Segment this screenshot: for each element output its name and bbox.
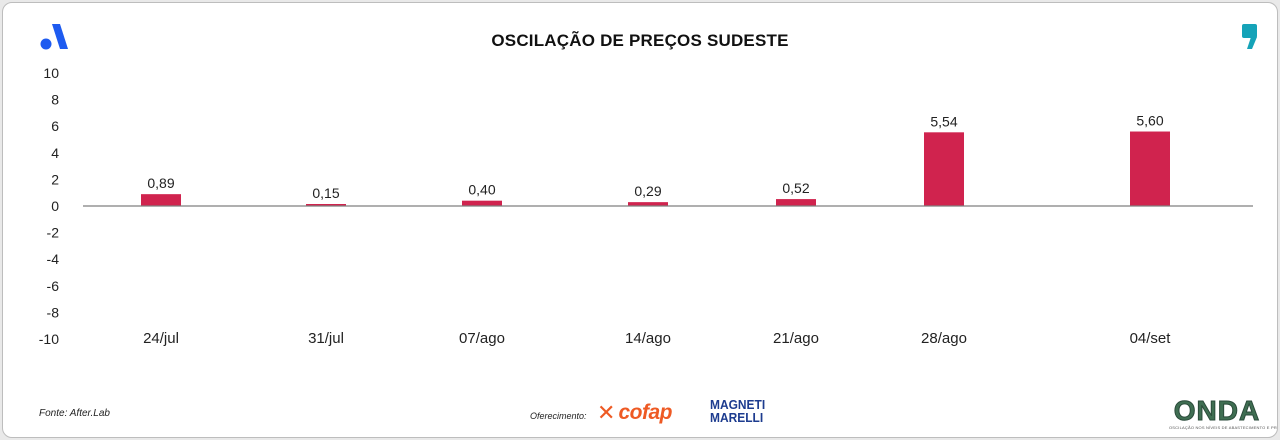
magneti-marelli-logo: MAGNETI MARELLI (710, 398, 765, 424)
bar (1130, 131, 1170, 206)
x-tick-label: 14/ago (625, 330, 671, 347)
y-tick-label: 10 (43, 65, 59, 81)
y-tick-label: -4 (47, 251, 60, 267)
comma-logo-icon (1241, 23, 1261, 56)
x-tick-label: 28/ago (921, 330, 967, 347)
brand-a-logo-icon (39, 22, 69, 57)
bar (628, 202, 668, 206)
onda-logo: ONDA OSCILAÇÃO NOS NÍVEIS DE ABASTECIMEN… (1169, 395, 1278, 430)
page-title: OSCILAÇÃO DE PREÇOS SUDESTE (491, 31, 789, 50)
y-tick-label: 0 (51, 198, 59, 214)
x-tick-label: 21/ago (773, 330, 819, 347)
x-tick-label: 31/jul (308, 330, 344, 347)
y-tick-label: 2 (51, 171, 59, 187)
y-tick-label: 8 (51, 92, 59, 108)
y-tick-label: -2 (47, 225, 60, 241)
bar (924, 132, 964, 206)
onda-tagline: OSCILAÇÃO NOS NÍVEIS DE ABASTECIMENTO E … (1169, 425, 1278, 430)
bar-chart: 10 8 6 4 2 0 -2 -4 -6 -8 -10 0,89 0,15 0,40 0,29 0,52 5,… (39, 65, 1253, 347)
x-tick-label: 24/jul (143, 330, 179, 347)
cofap-wordmark: cofap (618, 401, 672, 424)
onda-wordmark: ONDA (1173, 395, 1261, 426)
data-label: 0,29 (634, 183, 661, 199)
data-label: 5,60 (1136, 113, 1163, 129)
data-label: 0,15 (312, 185, 339, 201)
sponsor-label: Oferecimento: (530, 411, 587, 421)
magneti-line-2: MARELLI (710, 410, 764, 425)
y-tick-label: 6 (51, 118, 59, 134)
source-note: Fonte: After.Lab (39, 408, 110, 419)
y-tick-label: -8 (47, 304, 60, 320)
data-label: 0,89 (147, 175, 174, 191)
cofap-x-icon: ✕ (597, 400, 616, 425)
y-tick-label: -6 (47, 278, 60, 294)
y-tick-label: 4 (51, 145, 59, 161)
data-label: 0,52 (782, 180, 809, 196)
cofap-logo: ✕ cofap (597, 400, 672, 426)
y-tick-label: -10 (39, 331, 59, 347)
x-tick-label: 07/ago (459, 330, 505, 347)
bar (462, 200, 502, 206)
x-tick-label: 04/set (1130, 330, 1172, 347)
bar (776, 199, 816, 206)
data-label: 5,54 (930, 113, 957, 129)
bar (306, 204, 346, 206)
magneti-line-1: MAGNETI (710, 397, 766, 412)
bar (141, 194, 181, 206)
data-label: 0,40 (468, 182, 495, 198)
